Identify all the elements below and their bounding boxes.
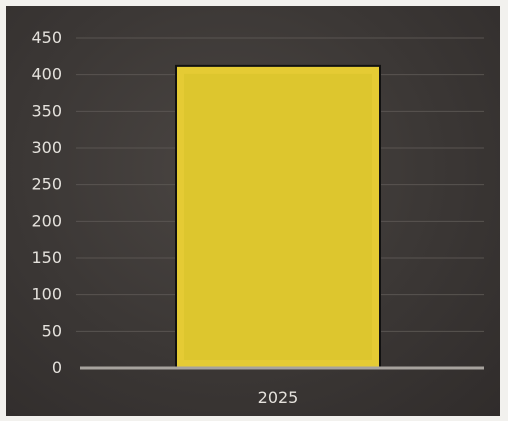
bars	[175, 64, 381, 369]
y-tick-label: 0	[52, 358, 62, 377]
y-tick-label: 250	[31, 175, 62, 194]
y-axis: 0 50 100 150 200 250 300 350 400 450	[31, 28, 62, 377]
y-tick-label: 150	[31, 248, 62, 267]
y-tick-label: 350	[31, 101, 62, 120]
x-axis: 2025	[80, 366, 484, 407]
bar-inner-shading	[184, 73, 372, 360]
x-category-label: 2025	[258, 388, 299, 407]
y-tick-label: 50	[42, 321, 62, 340]
y-tick-label: 100	[31, 285, 62, 304]
y-tick-label: 200	[31, 211, 62, 230]
y-tick-label: 400	[31, 65, 62, 84]
y-tick-label: 300	[31, 138, 62, 157]
bar-chart: 0 50 100 150 200 250 300 350 400 450 2025	[31, 28, 484, 407]
chart-panel: 0 50 100 150 200 250 300 350 400 450 2025	[6, 6, 500, 416]
y-tick-label: 450	[31, 28, 62, 47]
